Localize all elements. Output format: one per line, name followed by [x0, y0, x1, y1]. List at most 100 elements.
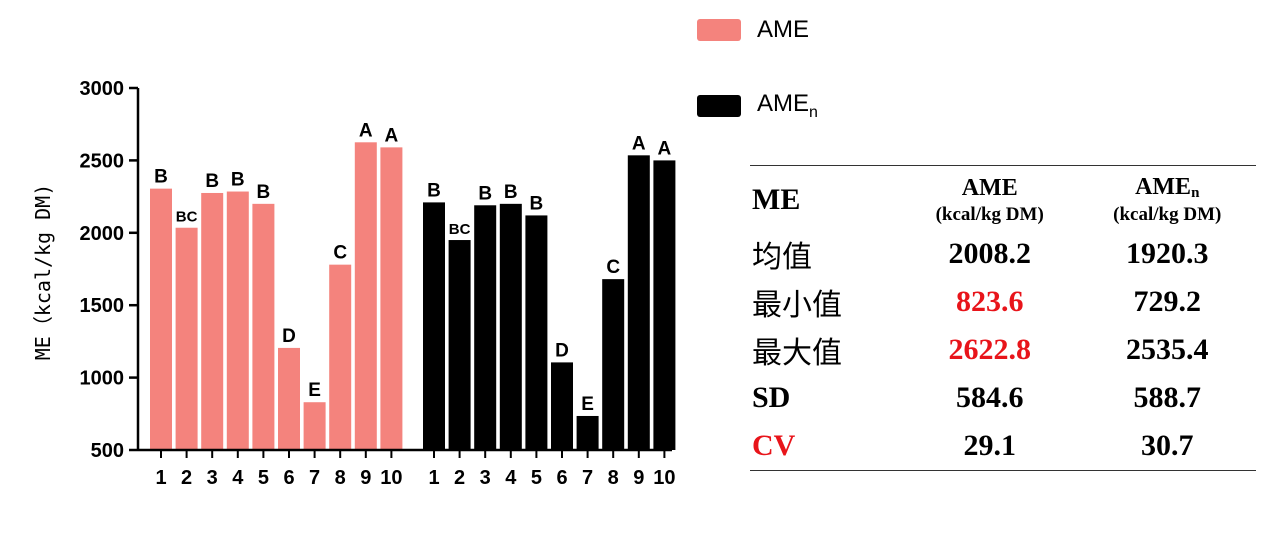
cell-ame: 823.6	[955, 285, 1024, 318]
bar-ame-10	[380, 147, 403, 451]
bar-chart: B BC B B B D E C A A B BC B B B D E C A A 1 2 3 4 5 6 7 8 9 10 1 2 3 4 5 6…	[31, 78, 676, 489]
bar-amen-3	[474, 205, 497, 450]
row-label: 均值	[752, 241, 812, 274]
legend-label-ame: AME	[757, 16, 810, 43]
significance-letter: BC	[449, 221, 471, 238]
significance-letter: B	[205, 171, 219, 192]
x-tick-label: 5	[258, 467, 269, 489]
y-tick-label: 3000	[80, 78, 125, 100]
x-tick-label: 6	[283, 467, 294, 489]
stats-table: ME AME (kcal/kg DM) AMEn (kcal/kg DM) 均值…	[750, 165, 1256, 471]
y-axis-label: ME（kcal/kg DM)	[31, 184, 55, 361]
x-tick-label: 10	[380, 467, 402, 489]
cell-amen: 1920.3	[1125, 237, 1209, 270]
cell-amen: 30.7	[1140, 429, 1194, 462]
x-tick-label: 10	[653, 467, 675, 489]
bar-amen-4	[499, 203, 522, 450]
cell-amen: 588.7	[1133, 381, 1201, 414]
bar-amen-7	[576, 415, 599, 450]
x-tick-label: 3	[207, 467, 218, 489]
significance-letter: E	[581, 394, 594, 415]
bar-amen-1	[423, 202, 445, 450]
significance-letter: B	[257, 182, 271, 203]
significance-letter: C	[606, 257, 620, 278]
table-row: SD 584.6 588.7	[750, 374, 1256, 422]
bar-ame-2	[175, 227, 198, 450]
table-row: 最小值 823.6 729.2	[750, 278, 1256, 326]
significance-letter: B	[427, 180, 441, 201]
significance-letter: B	[154, 167, 168, 188]
table-header-row: ME AME (kcal/kg DM) AMEn (kcal/kg DM)	[750, 165, 1256, 231]
bar-ame-3	[201, 192, 224, 451]
significance-letter: BC	[176, 209, 198, 226]
significance-letter: D	[282, 326, 296, 347]
cell-ame: 2622.8	[948, 333, 1031, 366]
x-tick-label: 2	[454, 467, 465, 489]
bar-ame-9	[354, 142, 377, 451]
x-tick-label: 1	[428, 467, 439, 489]
row-label: 最小值	[752, 289, 842, 322]
cell-amen: 729.2	[1133, 285, 1201, 318]
table-corner: ME	[752, 183, 801, 216]
bar-ame-6	[278, 347, 300, 450]
x-tick-label: 9	[633, 467, 644, 489]
bar-amen-2	[448, 240, 471, 450]
legend-swatch-amen	[697, 95, 741, 117]
x-tick-label: 5	[531, 467, 542, 489]
bar-amen-5	[525, 215, 548, 450]
x-tick-label: 8	[335, 467, 346, 489]
y-tick-label: 500	[91, 440, 124, 462]
legend-label-amen: AMEn	[757, 90, 818, 121]
significance-letter: B	[478, 183, 492, 204]
col-header-ame: AME (kcal/kg DM)	[935, 174, 1044, 225]
axis-layer: 1 2 3 4 5 6 7 8 9 10 1 2 3 4 5 6 7 8 9 10500100015002000250…	[80, 78, 676, 489]
significance-letter: A	[385, 125, 399, 146]
legend-amen: AMEn	[697, 90, 818, 122]
y-tick-label: 2000	[80, 223, 125, 245]
cell-ame: 2008.2	[948, 237, 1031, 270]
cell-ame: 584.6	[955, 381, 1024, 414]
significance-letter: A	[658, 138, 672, 159]
bar-ame-5	[252, 203, 275, 450]
significance-letter: A	[632, 133, 646, 154]
table-row: 最大值 2622.8 2535.4	[750, 326, 1256, 374]
bar-ame-7	[303, 402, 326, 450]
row-label: 最大值	[752, 337, 842, 370]
cell-ame: 29.1	[963, 429, 1016, 462]
row-label: CV	[752, 429, 796, 462]
x-tick-label: 2	[181, 467, 192, 489]
x-tick-label: 7	[309, 467, 320, 489]
y-tick-label: 2500	[80, 150, 125, 172]
significance-letter: E	[308, 380, 321, 401]
significance-letter: B	[231, 170, 245, 191]
x-tick-label: 4	[505, 467, 517, 489]
significance-letter: B	[504, 182, 518, 203]
bar-amen-9	[627, 155, 650, 450]
x-tick-label: 9	[360, 467, 371, 489]
bar-ame-1	[150, 188, 172, 451]
significance-letter: C	[333, 243, 347, 264]
cell-amen: 2535.4	[1125, 333, 1209, 366]
x-tick-label: 4	[232, 467, 244, 489]
y-tick-label: 1000	[80, 368, 125, 390]
x-tick-label: 1	[155, 467, 166, 489]
bar-amen-8	[602, 279, 625, 450]
table-row: CV 29.1 30.7	[750, 422, 1256, 471]
significance-letter: A	[359, 120, 373, 141]
significance-letter: B	[530, 193, 544, 214]
bar-ame-8	[329, 264, 352, 450]
x-tick-label: 8	[608, 467, 619, 489]
legend-swatch-ame	[697, 19, 741, 41]
x-tick-label: 3	[480, 467, 491, 489]
x-tick-label: 7	[582, 467, 593, 489]
bar-ame-4	[226, 191, 249, 451]
legend-ame: AME	[697, 16, 809, 44]
row-label: SD	[752, 381, 791, 414]
bar-amen-10	[653, 160, 676, 450]
bar-amen-6	[551, 362, 573, 450]
table-row: 均值 2008.2 1920.3	[750, 230, 1256, 278]
y-tick-label: 1500	[80, 295, 125, 317]
col-header-amen: AMEn (kcal/kg DM)	[1113, 174, 1222, 225]
